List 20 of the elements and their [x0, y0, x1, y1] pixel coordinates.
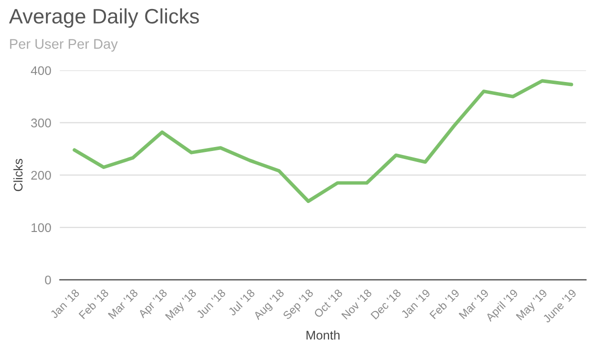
- y-tick-label: 0: [45, 276, 51, 284]
- x-tick-label: Sep '18: [282, 288, 316, 322]
- chart-subtitle: Per User Per Day: [10, 39, 118, 52]
- x-tick-label: Dec '18: [370, 288, 402, 320]
- y-axis-title: Clicks: [13, 158, 23, 192]
- x-tick-label: Oct '18: [313, 288, 343, 318]
- x-tick-label: Jan '19: [400, 288, 431, 319]
- x-tick-label: Mar '18: [108, 288, 138, 320]
- x-tick-label: Jun '18: [196, 288, 226, 319]
- x-tick-label: Feb '18: [78, 288, 110, 320]
- y-tick-label: 100: [32, 223, 51, 232]
- chart-title: Average Daily Clicks: [9, 8, 199, 28]
- x-tick-label: Feb '19: [429, 288, 460, 320]
- y-tick-label: 400: [30, 66, 51, 76]
- x-tick-label: Jul '18: [227, 288, 256, 316]
- line-series: [72, 79, 574, 203]
- x-axis-title: Month: [306, 330, 340, 340]
- y-tick-label: 300: [31, 118, 51, 128]
- x-tick-label: Jan '18: [50, 288, 80, 319]
- y-tick-label: 200: [31, 170, 51, 180]
